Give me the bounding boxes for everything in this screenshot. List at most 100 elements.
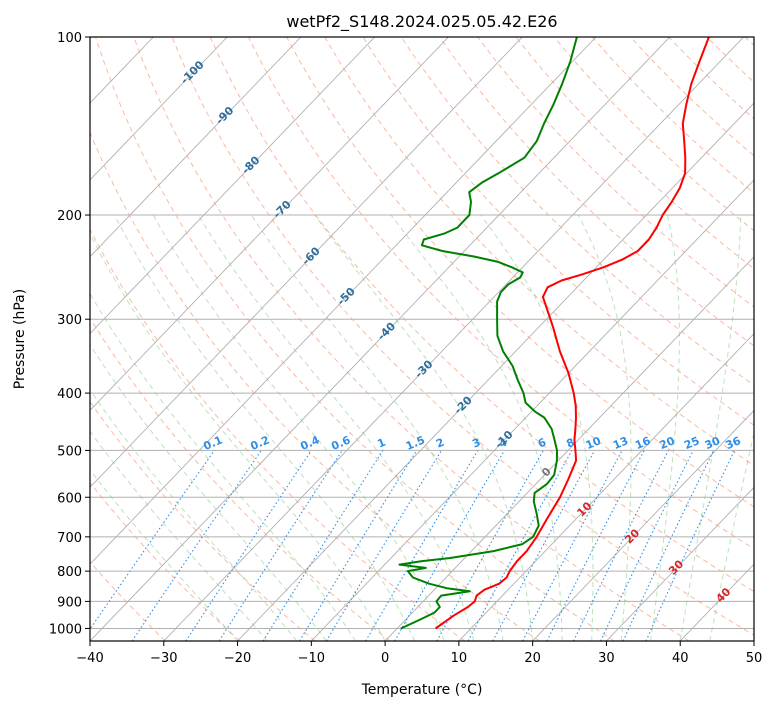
dry-adiabat [438,37,754,347]
mixing-ratio-label: 20 [658,434,677,452]
x-axis-label: Temperature (°C) [361,682,483,698]
isotherm-line [679,563,754,641]
x-tick-label: −10 [298,651,325,666]
isotherm-line [0,37,6,641]
mixing-ratio-line [467,450,573,641]
dry-adiabat [706,37,754,83]
moist-adiabat [650,214,680,641]
isotherm-line [311,179,754,641]
mixing-ratio-label: 36 [724,434,743,452]
x-tick-label: −30 [150,651,177,666]
dry-adiabat [133,37,690,641]
y-tick-label: 300 [57,313,82,328]
dry-adiabat [286,37,754,508]
isotherm-line [163,37,744,641]
axes: −40 −30 −20 −10 0 10 20 30 40 50 1000 900 800 700 600 5… [49,31,762,666]
dry-adiabat [553,37,754,232]
dry-adiabat [744,37,754,47]
isotherm-line [237,102,754,641]
isotherm-line [90,37,302,258]
plot-area [0,37,754,641]
mixing-ratio-label: 13 [611,434,630,452]
isotherm-line [753,640,754,641]
mixing-ratio-line [622,450,715,641]
y-tick-label: 100 [57,31,82,46]
mixing-ratio-label: 10 [584,434,603,452]
plot-frame [89,36,755,642]
moist-adiabat [90,388,297,641]
chart-title: wetPf2_S148.2024.025.05.42.E26 [286,12,557,32]
x-tick-label: −40 [76,651,103,666]
dry-adiabat [477,37,754,308]
dry-adiabat [515,37,754,270]
x-tick-label: 40 [672,651,689,666]
dry-adiabat [400,37,754,386]
x-tick-label: 0 [381,651,389,666]
isotherm-line [458,332,754,641]
moist-adiabat [577,214,632,641]
mixing-ratio-label: 1 [376,436,388,451]
mixing-ratio-label: 25 [682,434,701,452]
dry-adiabat [90,317,391,641]
moist-adiabat [152,214,445,641]
x-tick-label: 20 [524,651,541,666]
isotherm-line [90,37,671,641]
mixing-ratio-line [573,450,669,641]
x-tick-label: 50 [746,651,763,666]
y-tick-label: 400 [57,387,82,402]
x-tick-label: −20 [224,651,251,666]
mixing-ratio-line [185,450,312,641]
y-tick-label: 1000 [49,622,82,637]
moist-adiabat [197,214,475,641]
dry-adiabat [90,481,241,641]
isotherm-line [90,37,376,335]
moist-adiabat [90,468,238,641]
dry-adiabat [95,37,615,641]
moist-adiabat [390,214,563,641]
mixing-ratio-line [436,450,544,641]
mixing-ratio-line [522,450,623,641]
y-tick-label: 800 [57,565,82,580]
mixing-ratio-label: 6 [536,436,548,451]
moist-adiabat [679,214,742,641]
moist-adiabat [90,343,327,641]
mixing-ratio-line [394,450,505,641]
isotherm-line [90,37,449,412]
y-axis-label: Pressure (hPa) [12,289,28,389]
mixing-ratio-label: 16 [633,434,652,452]
isotherm-line [90,37,597,565]
moist-adiabat [90,292,357,641]
dry-adiabat [247,37,754,550]
mixing-ratio-line [546,450,645,641]
dry-adiabat [668,37,754,120]
isotherm-line [90,37,523,488]
dry-adiabat [90,131,540,641]
moist-adiabat [314,214,534,641]
y-tick-label: 600 [57,491,82,506]
y-tick-label: 500 [57,444,82,459]
temperature-profile [434,37,710,630]
mixing-ratio-line [645,450,736,641]
dry-adiabat [324,37,754,467]
dry-adiabat [90,400,316,641]
moist-adiabat [114,214,416,641]
x-tick-label: 10 [451,651,468,666]
mixing-ratio-line [325,450,443,641]
y-tick-label: 700 [57,531,82,546]
dry-adiabat [362,37,754,426]
x-tick-label: 30 [598,651,615,666]
mixing-ratio-line [492,450,596,641]
moist-adiabat [90,233,386,641]
y-tick-label: 900 [57,595,82,610]
dewpoint-profile [398,37,578,630]
profile-lines [398,37,710,630]
moist-adiabat [709,430,754,641]
isotherm-line [384,256,754,641]
mixing-ratio-line [299,450,418,641]
dry-adiabat [630,37,754,157]
isotherm-line [606,486,754,641]
mixing-ratio-line [131,450,262,641]
mixing-ratio-line [218,450,343,641]
dry-adiabat [209,37,754,593]
